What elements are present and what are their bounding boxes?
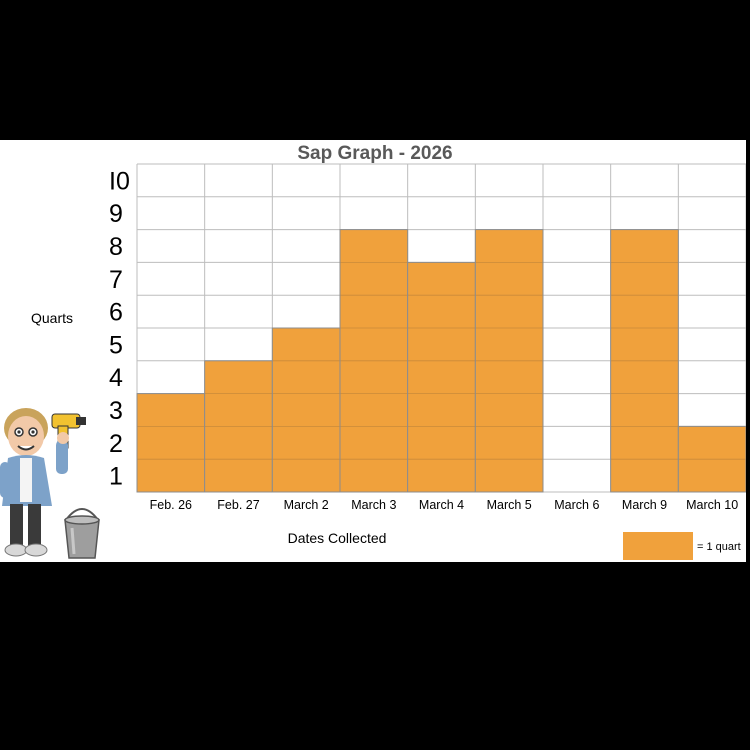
x-axis-label: Dates Collected bbox=[287, 530, 387, 546]
bar bbox=[407, 261, 476, 493]
y-tick-label: I0 bbox=[109, 167, 130, 195]
legend-label: = 1 quart bbox=[697, 541, 741, 553]
bar-fill bbox=[407, 262, 476, 492]
x-tick-label: March 5 bbox=[487, 498, 532, 512]
x-tick-label: Feb. 26 bbox=[150, 498, 192, 512]
legend-swatch bbox=[623, 532, 693, 560]
bar bbox=[474, 229, 544, 493]
y-tick-label: 9 bbox=[109, 200, 123, 228]
x-tick-label: March 4 bbox=[419, 498, 464, 512]
x-tick-label: March 2 bbox=[284, 498, 329, 512]
bar-outline bbox=[474, 229, 544, 493]
bar bbox=[677, 425, 746, 493]
x-tick-label: Feb. 27 bbox=[217, 498, 259, 512]
y-axis-label: Quarts bbox=[31, 310, 74, 326]
bar-fill bbox=[137, 393, 205, 492]
x-tick-label: March 10 bbox=[686, 498, 738, 512]
y-tick-label: 8 bbox=[109, 233, 123, 261]
y-tick-label: 7 bbox=[109, 266, 123, 294]
chart-title: Sap Graph - 2026 bbox=[297, 143, 453, 164]
y-tick-label: 4 bbox=[109, 364, 123, 392]
y-tick-label: 5 bbox=[109, 331, 123, 359]
bar bbox=[136, 393, 206, 493]
y-tick-label: 6 bbox=[109, 299, 123, 327]
bar-chart: 1 2 3 4 5 6 7 8 9 I0 Feb. 26 Feb. 27 March 2 March 3 M… bbox=[109, 163, 746, 512]
metal-bucket-icon bbox=[64, 508, 100, 559]
bar bbox=[610, 229, 679, 493]
x-tick-label: March 9 bbox=[622, 498, 667, 512]
bar-fill bbox=[272, 328, 340, 492]
bar bbox=[271, 327, 341, 493]
bar bbox=[204, 360, 273, 493]
bar-outline bbox=[610, 229, 679, 493]
slide: Sap Graph - 2026 Quarts Dates Collected … bbox=[0, 140, 746, 562]
x-tick-label: March 3 bbox=[351, 498, 396, 512]
x-tick-label: March 6 bbox=[554, 498, 599, 512]
bar bbox=[339, 229, 409, 493]
y-tick-label: 1 bbox=[109, 463, 123, 491]
y-tick-label: 3 bbox=[109, 397, 123, 425]
legend: = 1 quart bbox=[623, 530, 748, 560]
cartoon-person-holding-drill-icon bbox=[0, 408, 86, 557]
y-tick-label: 2 bbox=[109, 430, 123, 458]
